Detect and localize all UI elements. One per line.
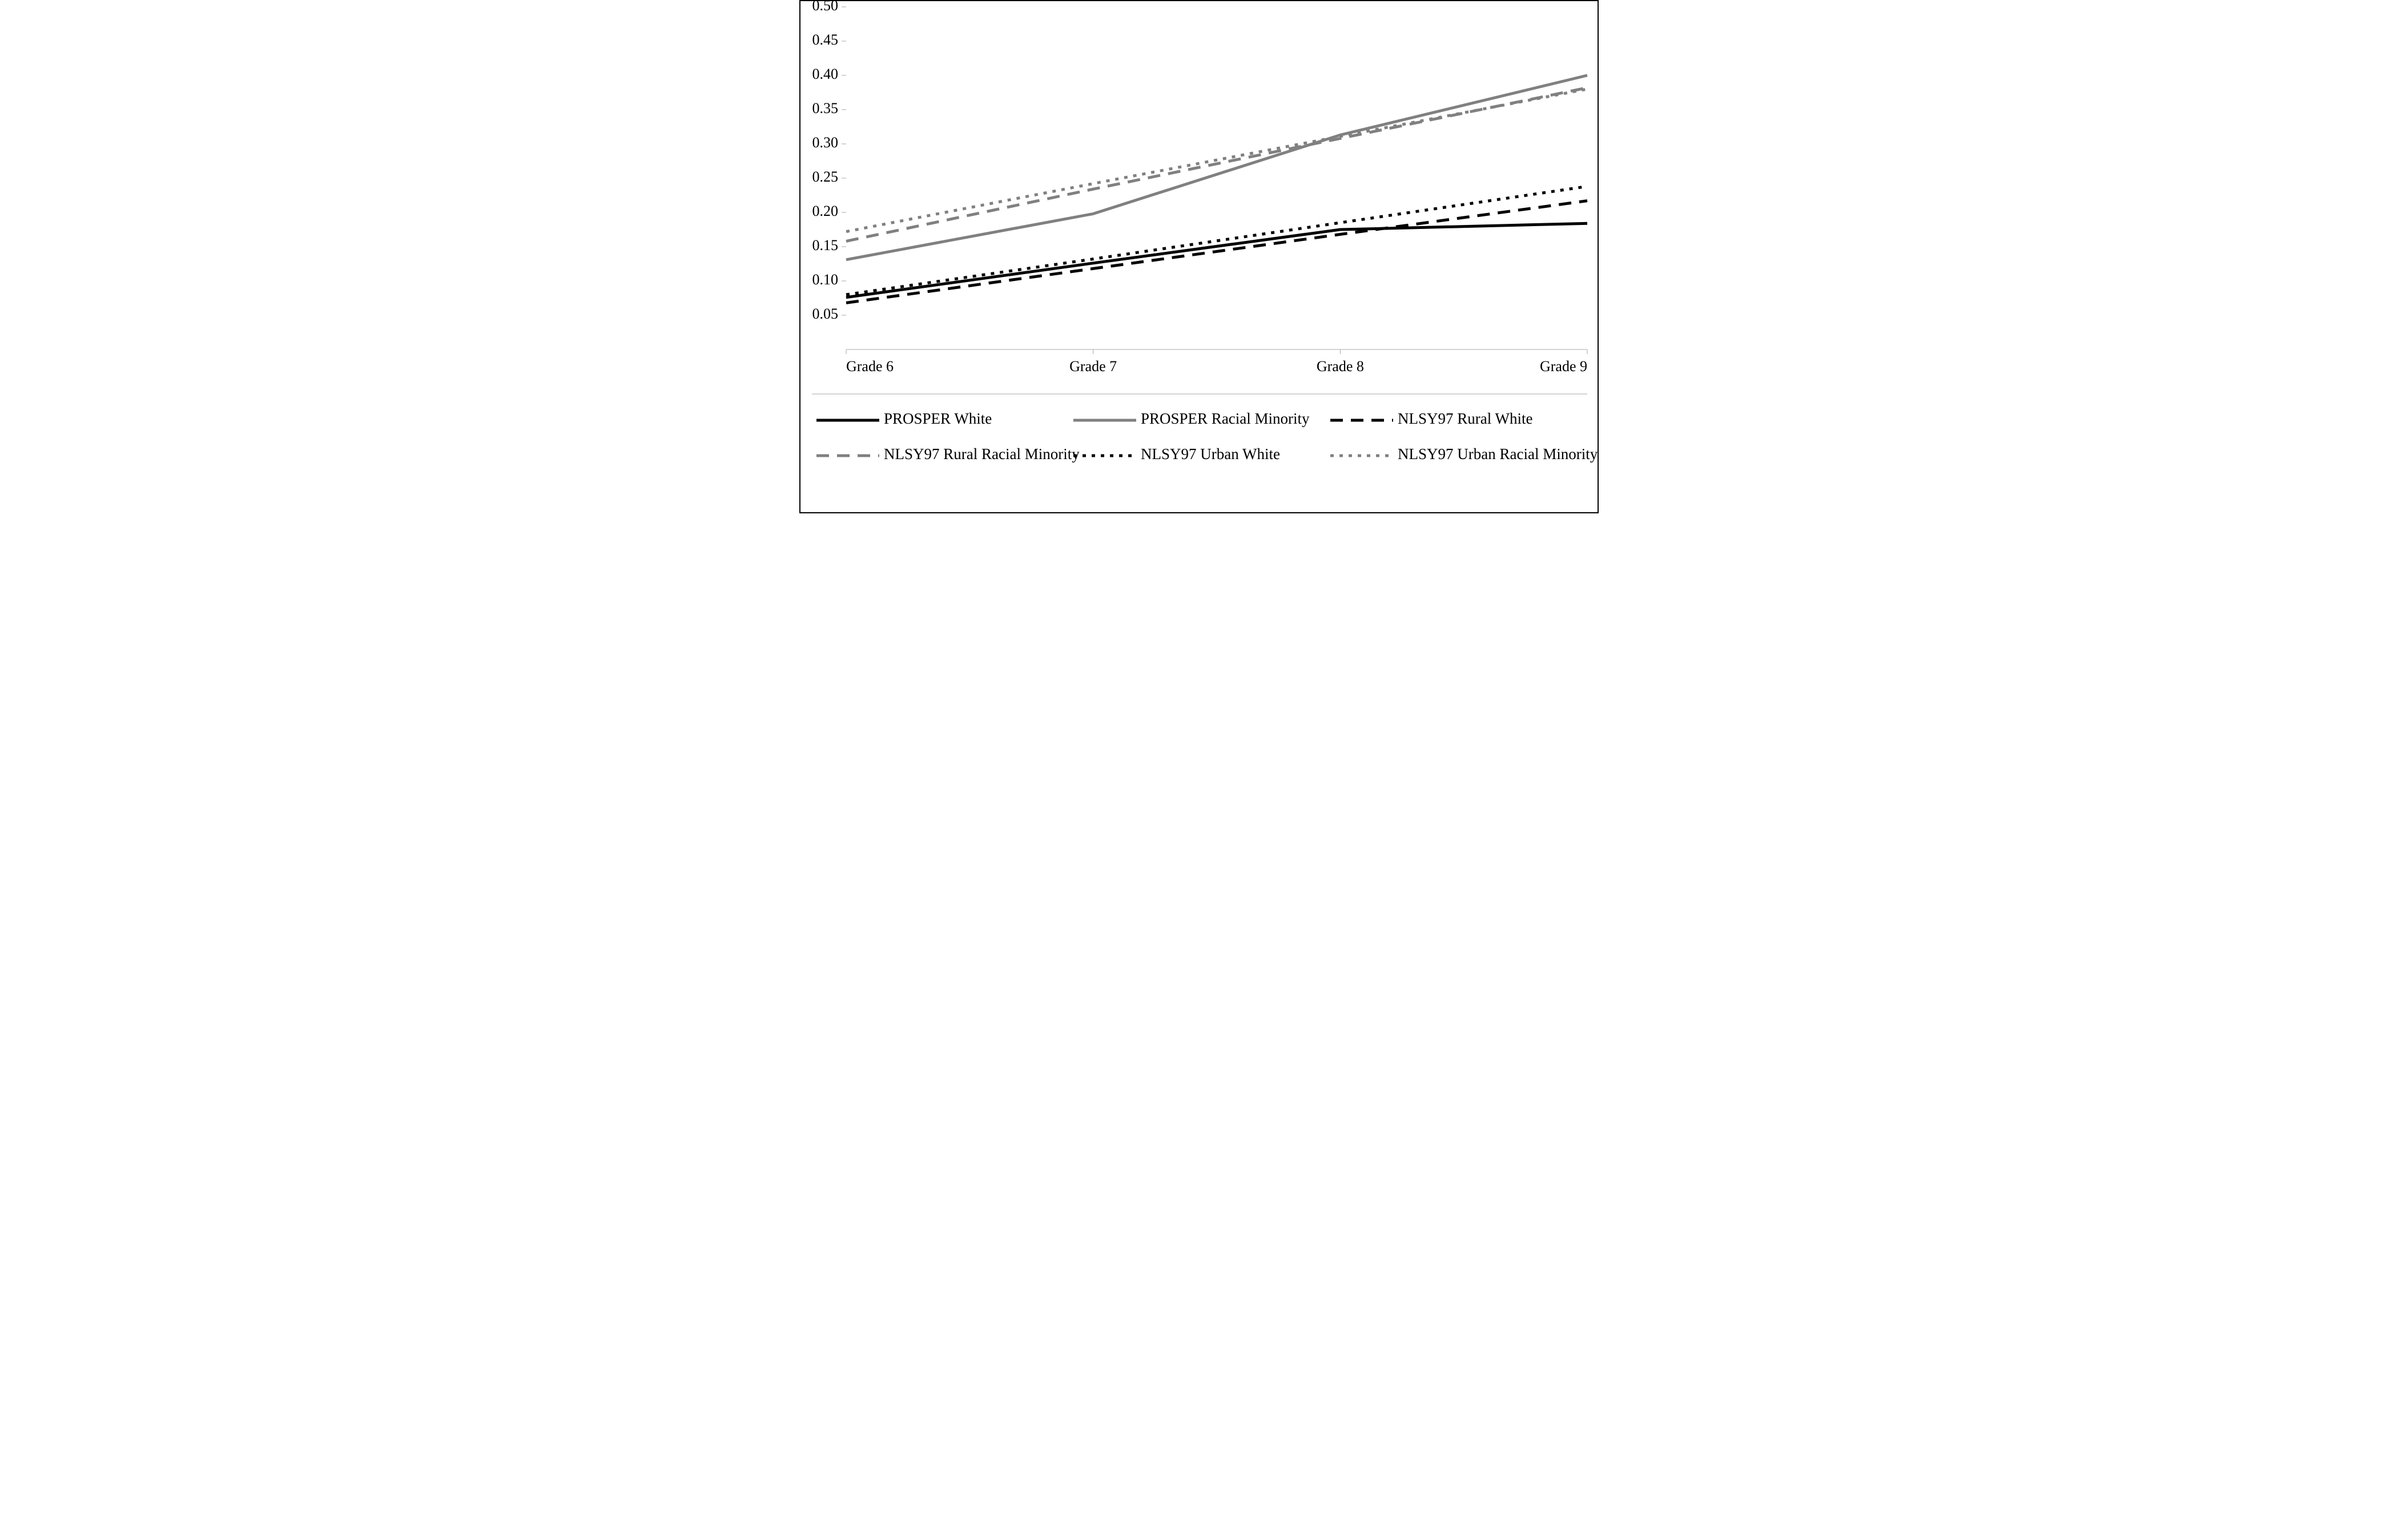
y-tick-label: 0.20: [812, 203, 839, 219]
legend-label: NLSY97 Urban White: [1141, 445, 1280, 463]
x-tick-label: Grade 7: [1069, 358, 1117, 375]
x-tick-label: Grade 9: [1540, 358, 1587, 375]
y-tick-label: 0.05: [812, 305, 839, 322]
y-tick-label: 0.35: [812, 100, 839, 116]
legend-label: NLSY97 Urban Racial Minority: [1398, 445, 1598, 463]
legend-label: PROSPER Racial Minority: [1141, 410, 1310, 427]
chart-background: [799, 0, 1599, 513]
y-tick-label: 0.25: [812, 168, 839, 185]
y-tick-label: 0.50: [812, 0, 839, 14]
y-tick-label: 0.30: [812, 134, 839, 151]
legend-label: PROSPER White: [884, 410, 992, 427]
legend-label: NLSY97 Rural White: [1398, 410, 1532, 427]
line-chart: 0.50 0.45 0.40 0.35 0.30 0.25 0.20 0.15 0.10 0.05…: [799, 0, 1599, 513]
y-tick-label: 0.15: [812, 237, 839, 254]
x-tick-label: Grade 6: [846, 358, 894, 375]
y-tick-label: 0.45: [812, 31, 839, 48]
y-tick-label: 0.40: [812, 66, 839, 82]
legend-label: NLSY97 Rural Racial Minority: [884, 445, 1080, 463]
x-tick-label: Grade 8: [1317, 358, 1364, 375]
y-tick-label: 0.10: [812, 271, 839, 288]
